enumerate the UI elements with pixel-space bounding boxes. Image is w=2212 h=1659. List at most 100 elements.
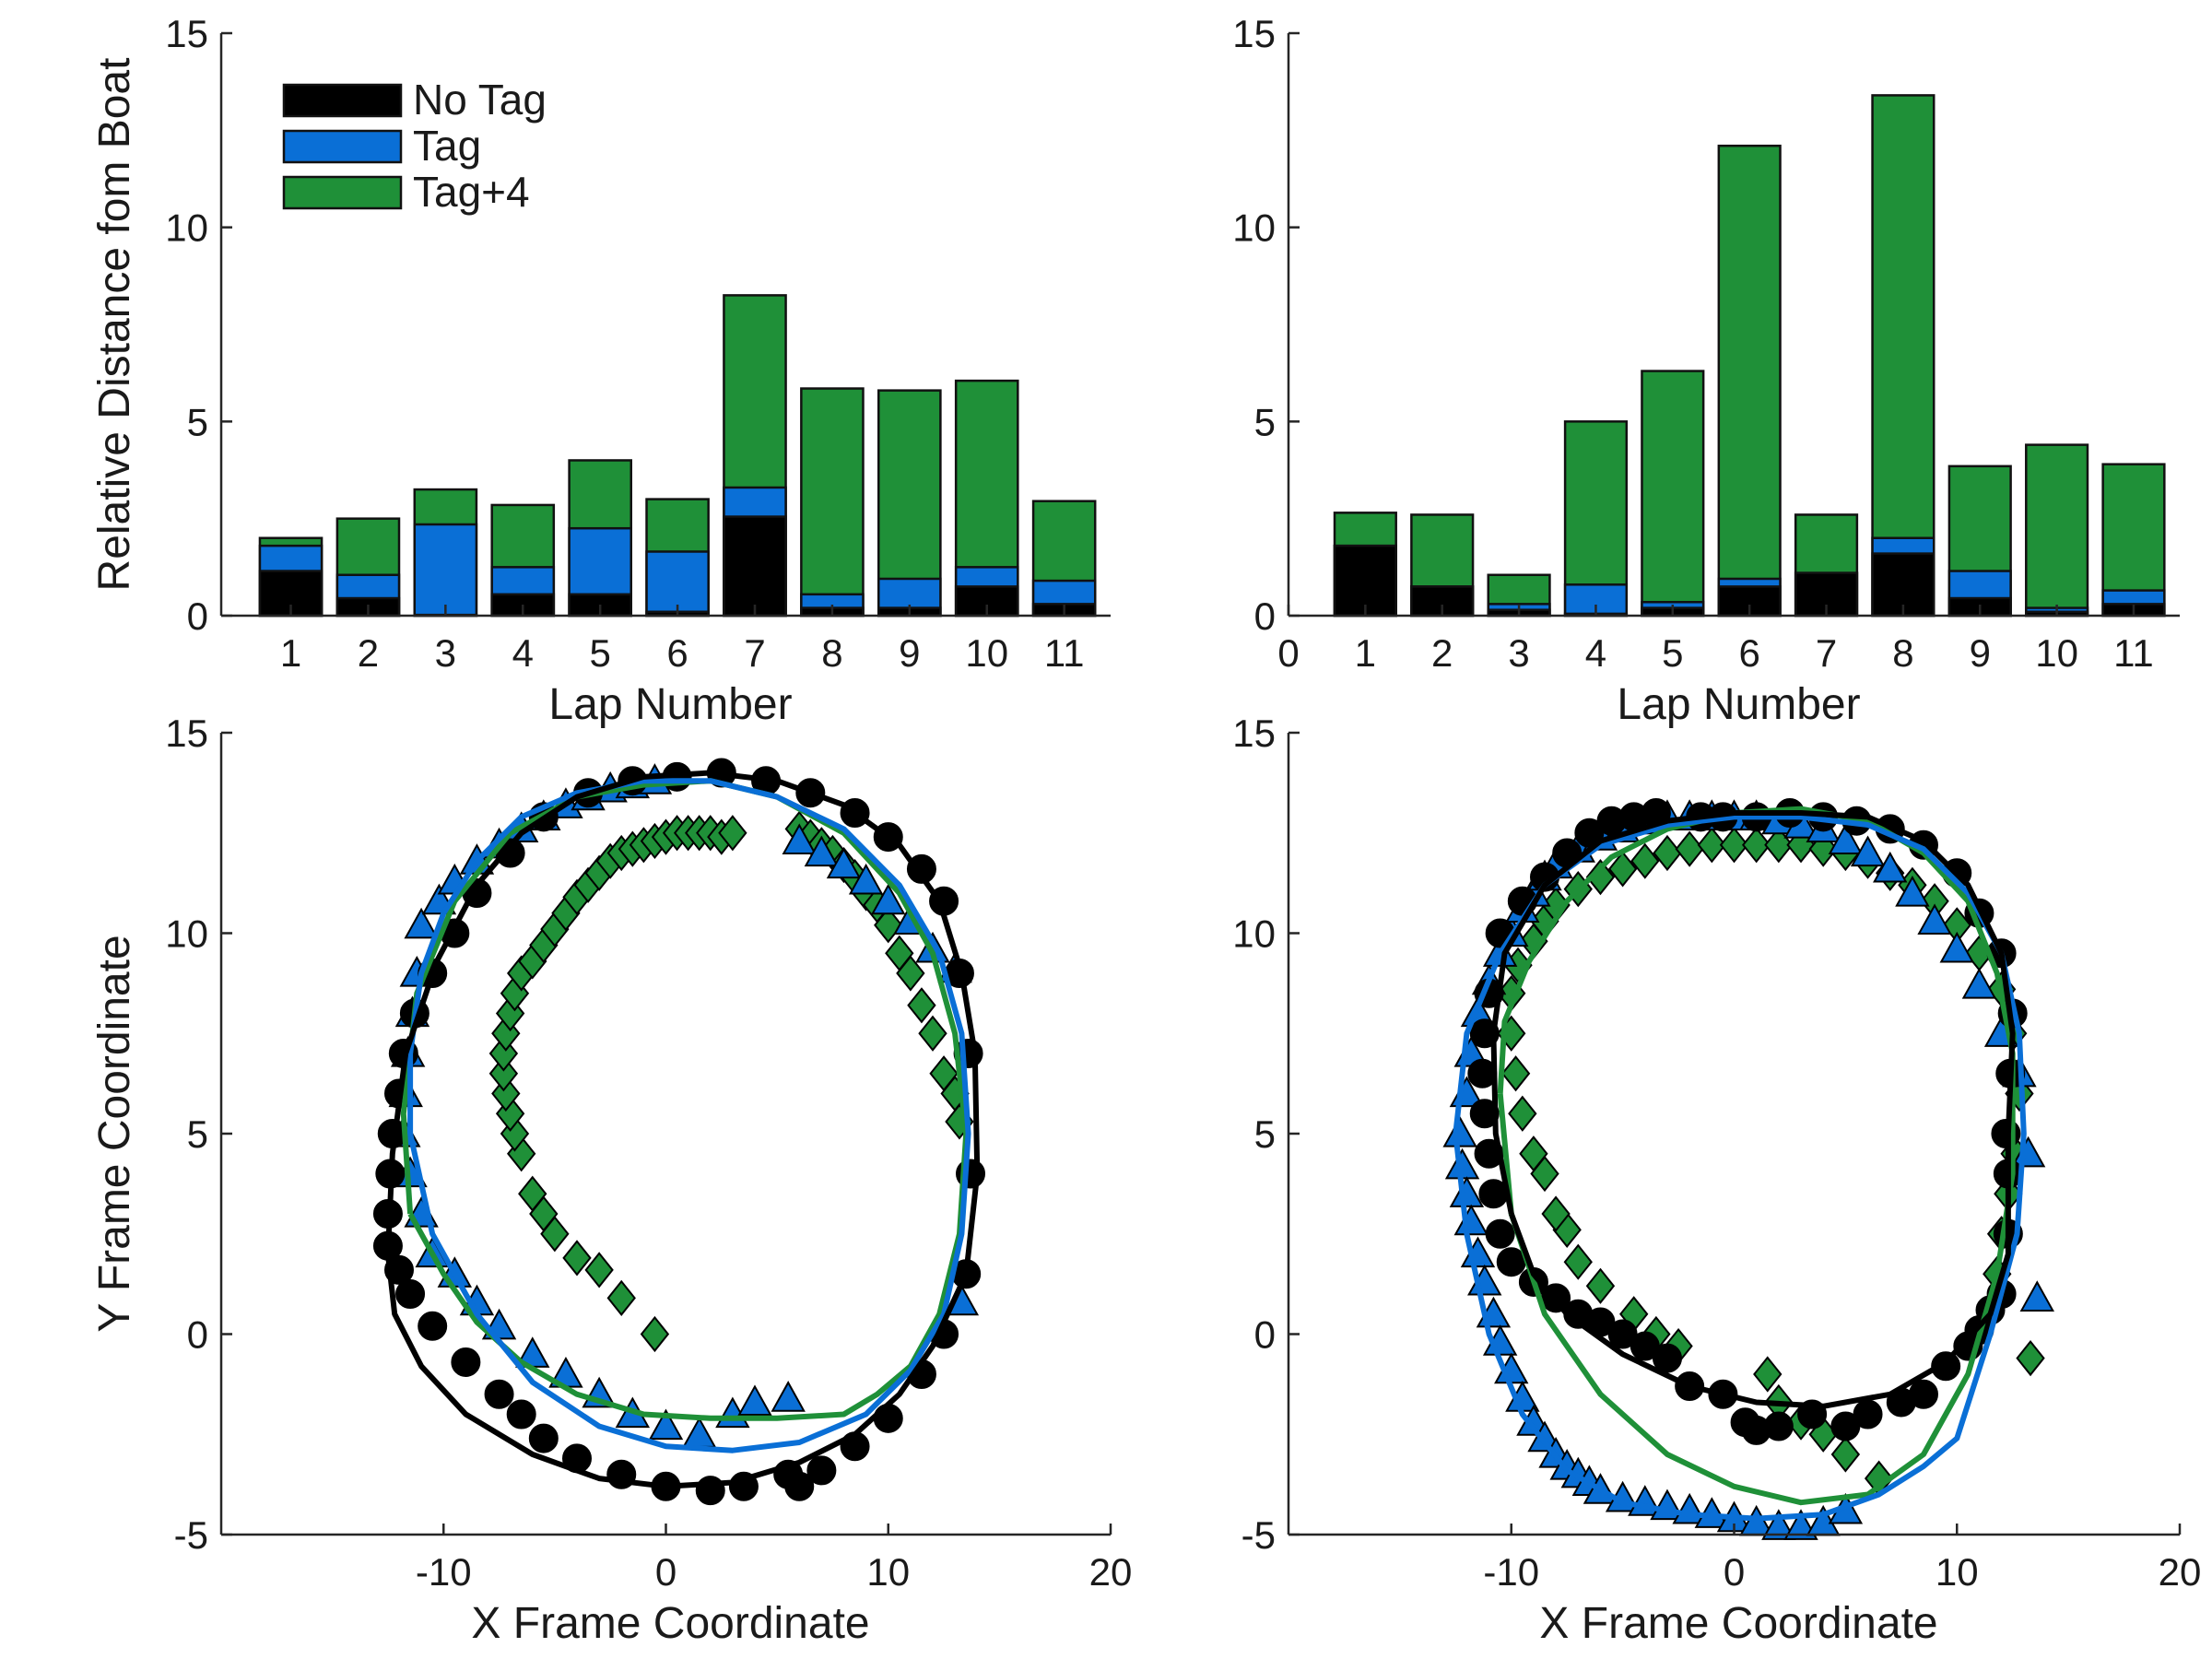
- x-tick-label: 7: [744, 631, 765, 675]
- marker-no-tag: [528, 1423, 559, 1453]
- marker-tag4: [1585, 1267, 1616, 1304]
- bar-lap-6-tag-4: [1717, 144, 1782, 618]
- y-tick-label: -5: [174, 1513, 208, 1557]
- x-tick-label: 8: [1892, 631, 1913, 675]
- x-tick-label: 5: [1662, 631, 1683, 675]
- marker-tag: [1442, 1115, 1477, 1147]
- marker-tag4: [1541, 1195, 1571, 1232]
- legend-swatch-tag-4: [282, 175, 403, 210]
- x-axis-title: Lap Number: [1617, 680, 1860, 729]
- x-tick-label: 11: [2113, 631, 2154, 675]
- fit-line-tag: [1453, 814, 2027, 1522]
- y-tick-label: 10: [165, 206, 208, 250]
- x-tick-label: 4: [1585, 631, 1606, 675]
- x-tick-label: 1: [280, 631, 301, 675]
- legend-label: No Tag: [413, 76, 547, 124]
- marker-tag4: [584, 1252, 614, 1288]
- y-axis-title: Relative Distance fom Boat: [90, 58, 139, 592]
- marker-tag: [404, 907, 439, 939]
- marker-tag: [771, 1381, 806, 1412]
- marker-no-tag: [1469, 1099, 1500, 1129]
- marker-no-tag: [1485, 1218, 1515, 1249]
- x-tick-label: 10: [965, 631, 1008, 675]
- marker-no-tag: [873, 1403, 903, 1433]
- x-tick-label: 9: [899, 631, 920, 675]
- panel-trajectory-left: -5 0 5 10 15 -10 0 10 20 X Frame Coordinate Y Fram…: [90, 712, 1132, 1648]
- panel-lap-bars-right: 0 5 10 15 0 1 2 3 4 5 6 7 8 9 10 11 Lap Number: [1232, 12, 2180, 729]
- marker-tag: [681, 1417, 717, 1448]
- y-tick-label: 0: [1254, 594, 1276, 638]
- marker-tag: [1449, 1176, 1485, 1207]
- bar-lap-5-tag-4: [1641, 370, 1705, 618]
- marker-tag: [1761, 1509, 1796, 1540]
- bar-lap-8-tag-4: [800, 387, 865, 618]
- x-tick-label: 1: [1355, 631, 1376, 675]
- y-tick-label: 5: [1254, 400, 1276, 443]
- bar-lap-3-tag: [413, 523, 478, 618]
- legend-swatch-no-tag: [282, 83, 403, 118]
- marker-tag4: [1719, 827, 1749, 864]
- marker-no-tag: [1763, 1411, 1794, 1441]
- marker-tag4: [1607, 851, 1638, 888]
- x-axis-title: X Frame Coordinate: [471, 1599, 869, 1648]
- x-tick-label: 5: [589, 631, 610, 675]
- marker-tag4: [718, 815, 747, 852]
- x-tick-label: 0: [1724, 1550, 1745, 1594]
- marker-tag4: [918, 1015, 947, 1052]
- x-tick-label: 2: [1431, 631, 1453, 675]
- marker-tag: [648, 1408, 684, 1441]
- marker-tag: [1961, 967, 1997, 999]
- y-tick-label: 10: [1232, 206, 1276, 250]
- marker-tag4: [1519, 1135, 1548, 1172]
- marker-no-tag: [451, 1347, 481, 1377]
- panel-trajectory-right: -5 0 5 10 15 -10 0 10 20 X Frame Coordinate: [1232, 712, 2201, 1648]
- bar-lap-7-no-tag: [723, 515, 787, 618]
- y-tick-label: 0: [187, 1313, 208, 1357]
- legend-swatch-tag: [282, 129, 403, 164]
- marker-tag4: [640, 1315, 670, 1353]
- x-tick-label: 8: [821, 631, 842, 675]
- bar-lap-8-tag-4: [1871, 94, 1936, 618]
- marker-tag: [737, 1384, 772, 1417]
- marker-no-tag: [1853, 1399, 1883, 1430]
- marker-tag: [1453, 1204, 1488, 1236]
- marker-tag4: [488, 1055, 519, 1092]
- x-tick-label: 0: [1277, 631, 1299, 675]
- x-tick-label: 9: [1970, 631, 1991, 675]
- fit-line-tag-4: [400, 778, 970, 1421]
- marker-tag4: [1741, 827, 1771, 864]
- marker-tag4: [1630, 842, 1660, 879]
- marker-tag4: [1753, 1356, 1783, 1393]
- marker-tag4: [1697, 827, 1727, 864]
- marker-tag4: [896, 955, 925, 992]
- marker-no-tag: [1496, 1247, 1526, 1277]
- x-tick-label: 3: [435, 631, 456, 675]
- y-tick-label: 15: [165, 12, 208, 55]
- x-tick-label: -10: [1483, 1550, 1539, 1594]
- marker-no-tag: [418, 1311, 448, 1341]
- marker-tag: [804, 835, 840, 867]
- x-tick-label: 10: [866, 1550, 910, 1594]
- x-tick-label: 0: [655, 1550, 677, 1594]
- marker-tag: [848, 863, 884, 895]
- x-tick-label: 7: [1816, 631, 1837, 675]
- marker-tag4: [1830, 1436, 1861, 1473]
- y-tick-label: 15: [165, 712, 208, 755]
- marker-no-tag: [1931, 1351, 1961, 1382]
- marker-tag4: [2016, 1339, 2045, 1377]
- marker-tag4: [1563, 1243, 1593, 1280]
- y-tick-label: 10: [165, 912, 208, 956]
- x-tick-label: 20: [1089, 1550, 1133, 1594]
- bar-lap-10-tag-4: [2025, 443, 2089, 618]
- marker-tag: [1873, 851, 1908, 883]
- marker-tag: [826, 847, 862, 879]
- marker-no-tag: [806, 1455, 837, 1486]
- legend-label: Tag+4: [413, 168, 530, 216]
- marker-tag: [1895, 875, 1930, 907]
- y-tick-label: 0: [187, 594, 208, 638]
- marker-tag4: [606, 1279, 636, 1316]
- marker-tag4: [1675, 830, 1704, 867]
- x-tick-label: 6: [666, 631, 688, 675]
- y-tick-label: 15: [1232, 12, 1276, 55]
